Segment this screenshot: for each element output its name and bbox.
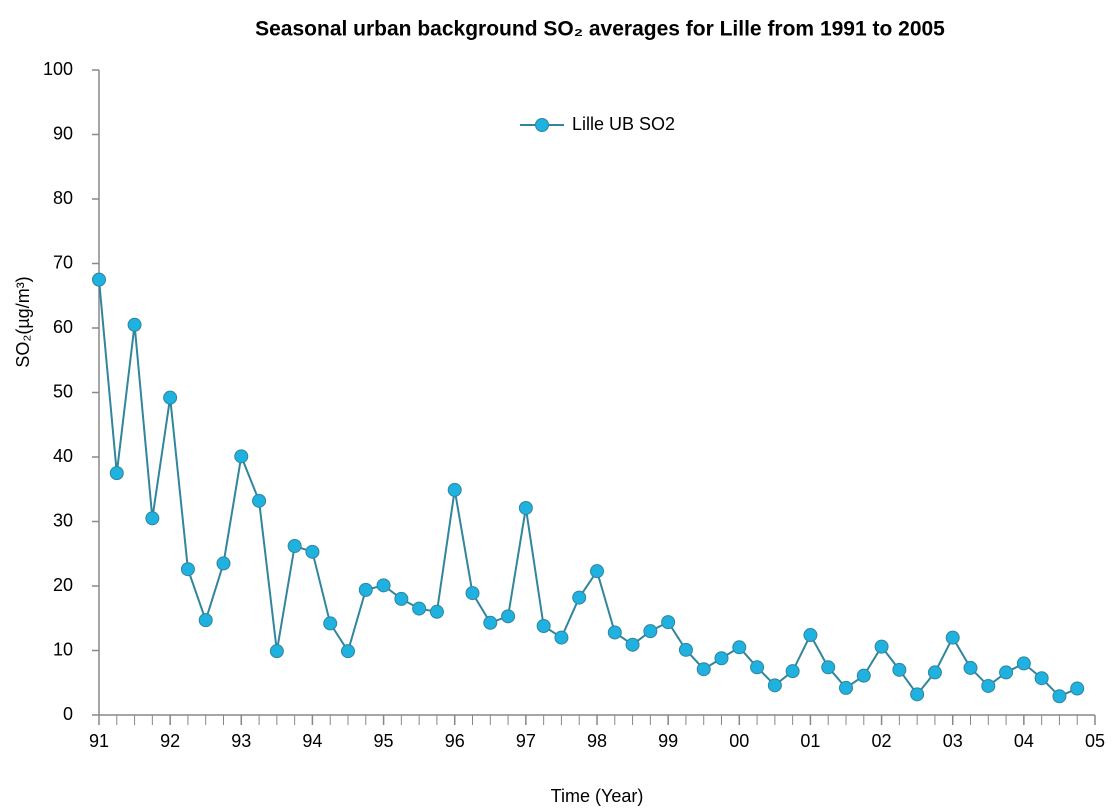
data-point (572, 590, 587, 605)
data-point (732, 640, 747, 655)
y-tick-label: 10 (53, 639, 73, 659)
data-point (1016, 656, 1031, 671)
data-point (429, 604, 444, 619)
y-tick-label: 0 (63, 704, 73, 724)
data-point (643, 624, 658, 639)
data-point (856, 668, 871, 683)
data-point (696, 662, 711, 677)
data-point (750, 660, 765, 675)
y-tick-label: 30 (53, 510, 73, 530)
y-tick-label: 20 (53, 575, 73, 595)
x-tick-label: 96 (445, 731, 465, 751)
data-point (234, 449, 249, 464)
data-point (305, 544, 320, 559)
data-point (127, 317, 142, 332)
y-tick-label: 40 (53, 446, 73, 466)
x-tick-label: 92 (160, 731, 180, 751)
data-point (767, 678, 782, 693)
data-point (892, 662, 907, 677)
data-point (198, 613, 213, 628)
data-point (180, 562, 195, 577)
data-point (1052, 689, 1067, 704)
y-tick-label: 70 (53, 252, 73, 272)
data-point (412, 601, 427, 616)
y-tick-label: 90 (53, 123, 73, 143)
x-tick-label: 01 (800, 731, 820, 751)
x-tick-label: 02 (872, 731, 892, 751)
x-tick-label: 00 (729, 731, 749, 751)
y-tick-label: 80 (53, 188, 73, 208)
x-axis-label: Time (Year) (551, 786, 644, 806)
data-point (145, 511, 160, 526)
data-point (999, 665, 1014, 680)
data-point (625, 637, 640, 652)
data-point (927, 665, 942, 680)
data-point (287, 539, 302, 554)
x-tick-label: 91 (89, 731, 109, 751)
data-point (216, 556, 231, 571)
series-line (98, 279, 1078, 698)
data-point (376, 578, 391, 593)
data-point (821, 660, 836, 675)
data-point (945, 630, 960, 645)
data-point (269, 644, 284, 659)
data-point (785, 664, 800, 679)
data-point (252, 493, 267, 508)
data-point (323, 616, 338, 631)
x-tick-label: 04 (1014, 731, 1034, 751)
x-tick-label: 99 (658, 731, 678, 751)
legend-marker (535, 118, 549, 132)
legend-label: Lille UB SO2 (572, 114, 675, 134)
data-point (554, 630, 569, 645)
data-point (607, 625, 622, 640)
data-point (92, 272, 106, 287)
y-tick-label: 60 (53, 317, 73, 337)
data-point (963, 660, 978, 675)
data-point (981, 678, 996, 693)
data-point (465, 586, 480, 601)
x-tick-label: 97 (516, 731, 536, 751)
x-tick-label: 94 (302, 731, 322, 751)
data-point (358, 582, 373, 597)
x-tick-label: 95 (374, 731, 394, 751)
data-point (394, 591, 409, 606)
data-point (1034, 671, 1049, 686)
data-point (518, 500, 533, 515)
data-point (839, 680, 853, 695)
data-point (803, 628, 818, 643)
data-point (536, 618, 551, 633)
data-point (910, 687, 925, 702)
data-point (714, 651, 729, 666)
x-tick-label: 98 (587, 731, 607, 751)
x-tick-label: 05 (1085, 731, 1105, 751)
data-point (1070, 681, 1085, 696)
x-tick-label: 03 (943, 731, 963, 751)
y-tick-label: 50 (53, 381, 73, 401)
chart-title: Seasonal urban background SO₂ averages f… (255, 18, 945, 41)
data-point (109, 466, 124, 481)
y-tick-label: 100 (43, 59, 73, 79)
data-point (678, 642, 693, 657)
data-point (341, 644, 355, 659)
data-point (447, 482, 462, 497)
x-tick-label: 93 (231, 731, 251, 751)
y-axis-label: SO₂(µg/m³) (13, 276, 33, 367)
data-point (483, 615, 498, 630)
data-point (661, 615, 676, 630)
data-point (501, 609, 516, 624)
data-point (590, 564, 604, 579)
data-point (874, 639, 889, 654)
data-point (163, 390, 178, 405)
